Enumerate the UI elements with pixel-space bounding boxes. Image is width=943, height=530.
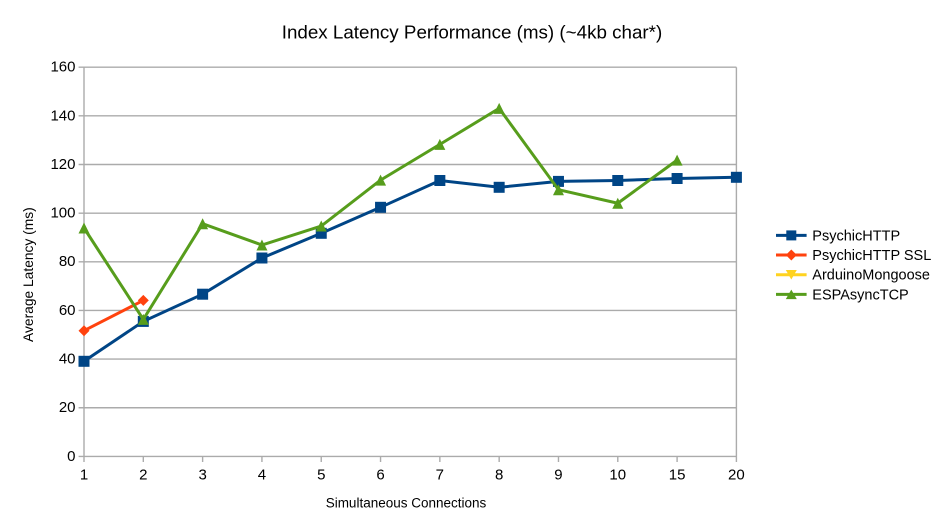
svg-text:2: 2 <box>139 467 147 484</box>
svg-text:PsychicHTTP: PsychicHTTP <box>812 228 900 244</box>
svg-text:ESPAsyncTCP: ESPAsyncTCP <box>812 287 908 303</box>
svg-text:6: 6 <box>376 467 384 484</box>
svg-text:PsychicHTTP SSL: PsychicHTTP SSL <box>812 248 931 264</box>
svg-text:8: 8 <box>495 467 503 484</box>
svg-text:80: 80 <box>59 253 76 270</box>
svg-text:5: 5 <box>317 467 325 484</box>
svg-text:40: 40 <box>59 351 76 368</box>
svg-text:9: 9 <box>554 467 562 484</box>
svg-text:160: 160 <box>50 59 75 76</box>
svg-text:ArduinoMongoose: ArduinoMongoose <box>812 268 930 284</box>
svg-text:10: 10 <box>609 467 626 484</box>
svg-text:60: 60 <box>59 302 76 319</box>
svg-text:120: 120 <box>50 156 75 173</box>
svg-text:7: 7 <box>436 467 444 484</box>
svg-text:20: 20 <box>59 399 76 416</box>
svg-text:15: 15 <box>669 467 686 484</box>
svg-text:100: 100 <box>50 205 75 222</box>
svg-text:3: 3 <box>198 467 206 484</box>
svg-text:0: 0 <box>67 448 75 465</box>
svg-text:Average Latency (ms): Average Latency (ms) <box>21 207 36 342</box>
svg-text:Index Latency Performance (ms): Index Latency Performance (ms) (~4kb cha… <box>282 22 662 43</box>
svg-text:4: 4 <box>258 467 266 484</box>
svg-text:Simultaneous Connections: Simultaneous Connections <box>326 496 487 511</box>
svg-text:140: 140 <box>50 107 75 124</box>
svg-text:20: 20 <box>728 467 745 484</box>
svg-text:1: 1 <box>80 467 88 484</box>
